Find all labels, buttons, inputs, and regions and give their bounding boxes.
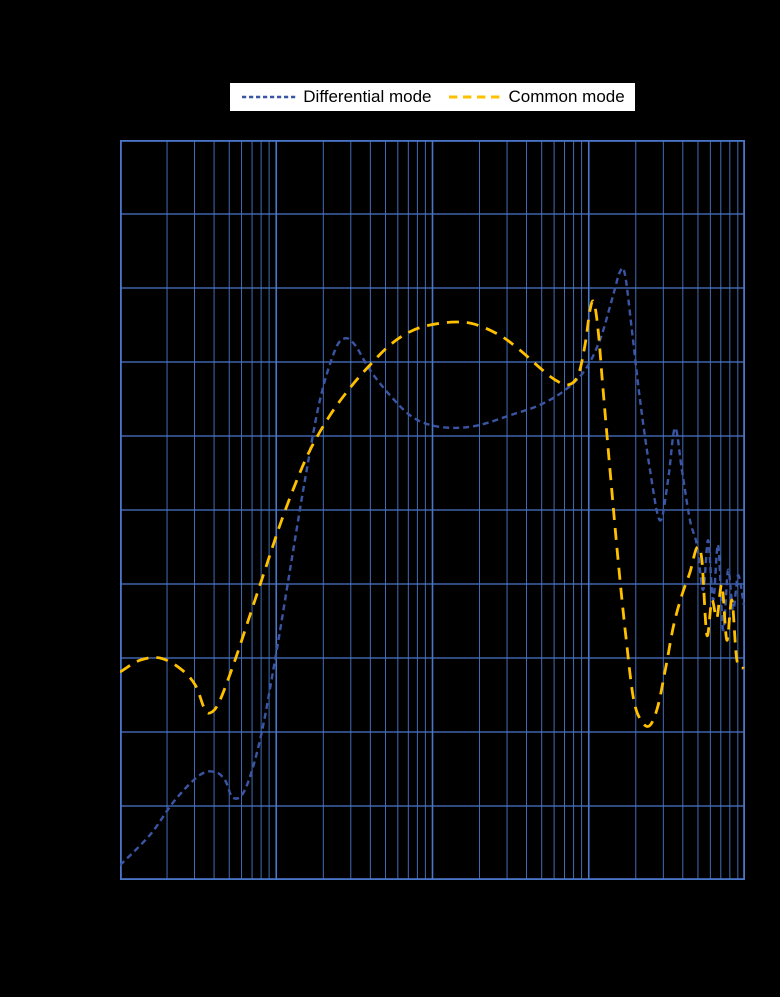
- common-mode-dash-icon: [449, 95, 502, 99]
- legend-label-differential-mode: Differential mode: [303, 87, 432, 106]
- legend-item-differential-mode: Differential mode: [240, 87, 431, 107]
- legend-box: Differential mode Common mode: [230, 83, 635, 111]
- series-line-differential-mode: [120, 266, 745, 867]
- differential-mode-dash-icon: [242, 95, 297, 99]
- plot-area: [120, 140, 745, 880]
- legend-label-common-mode: Common mode: [508, 87, 625, 106]
- legend-item-common-mode: Common mode: [447, 87, 625, 107]
- gridlines: [120, 140, 745, 880]
- legend: Differential mode Common mode: [120, 83, 745, 111]
- series-line-common-mode: [120, 299, 745, 728]
